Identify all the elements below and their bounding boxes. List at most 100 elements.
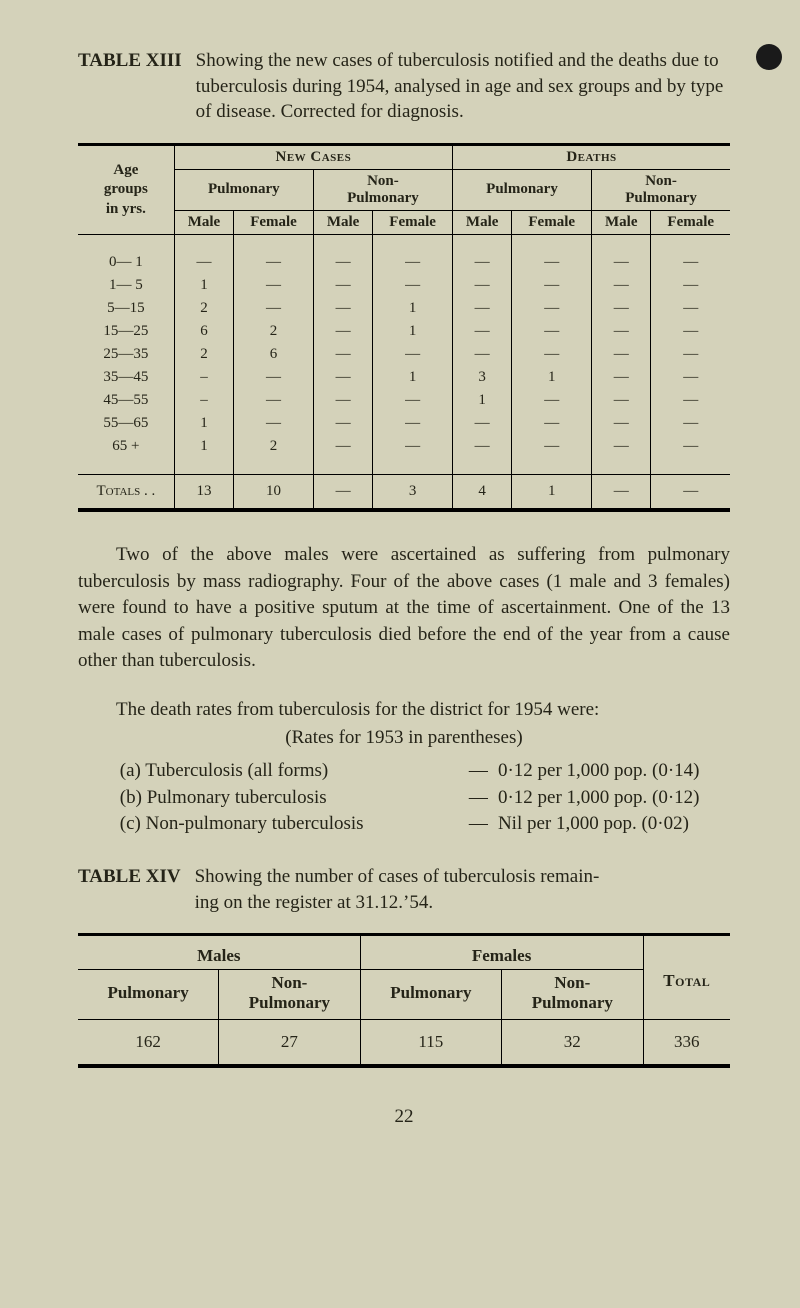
row-label: 0— 1 [78, 251, 174, 274]
totals-label: Totals . . [78, 474, 174, 510]
cell: 6 [234, 343, 314, 366]
cell: — [592, 412, 651, 435]
row-label: 15—25 [78, 320, 174, 343]
table-row: 65 +12—————— [78, 435, 730, 458]
hdr-line: Age [113, 162, 138, 178]
males-header: Males [78, 935, 360, 970]
table-row: 35—45–——131—— [78, 366, 730, 389]
non-pulmonary-header: Non- Pulmonary [502, 970, 643, 1020]
dash-icon: — [459, 811, 498, 838]
cell: — [313, 343, 372, 366]
cell: — [313, 366, 372, 389]
cell: — [651, 412, 730, 435]
table-13-title: TABLE XIII Showing the new cases of tube… [78, 48, 730, 125]
cell: 1 [452, 389, 511, 412]
cell: — [592, 251, 651, 274]
cell: — [592, 366, 651, 389]
cell: — [234, 274, 314, 297]
cell: — [313, 320, 372, 343]
cell: — [512, 343, 592, 366]
rate-row: (a) Tuberculosis (all forms)—0·12 per 1,… [78, 758, 730, 785]
non-pulmonary-header: Non- Pulmonary [592, 169, 730, 210]
cell: — [512, 320, 592, 343]
female-header: Female [234, 210, 314, 234]
cell: — [592, 389, 651, 412]
body-paragraph: Two of the above males were ascertained … [78, 542, 730, 675]
cell: — [313, 412, 372, 435]
table-13: Age groups in yrs. New Cases Deaths Pulm… [78, 143, 730, 512]
female-header: Female [373, 210, 453, 234]
cell: — [651, 366, 730, 389]
cell: — [313, 474, 372, 510]
cell: — [592, 274, 651, 297]
cell: — [651, 435, 730, 458]
pulmonary-header: Pulmonary [78, 970, 219, 1020]
cell: — [373, 412, 453, 435]
cell: 2 [234, 435, 314, 458]
cell: 1 [512, 366, 592, 389]
table-row: 15—2562—1———— [78, 320, 730, 343]
row-label: 35—45 [78, 366, 174, 389]
cell: — [452, 320, 511, 343]
cell: 10 [234, 474, 314, 510]
male-header: Male [452, 210, 511, 234]
cell: 2 [174, 343, 233, 366]
row-label: 25—35 [78, 343, 174, 366]
cell: 336 [643, 1020, 730, 1067]
cell: 13 [174, 474, 233, 510]
total-header: Total [643, 935, 730, 1020]
rate-value: Nil per 1,000 pop. (0·02) [498, 811, 730, 838]
row-label: 45—55 [78, 389, 174, 412]
hdr-line: in yrs. [106, 201, 146, 217]
deaths-header: Deaths [452, 144, 730, 169]
cell: — [373, 274, 453, 297]
cell: — [651, 251, 730, 274]
cell: — [234, 389, 314, 412]
rates-subheader: (Rates for 1953 in parentheses) [78, 725, 730, 752]
females-header: Females [360, 935, 643, 970]
table-row: 5—152——1———— [78, 297, 730, 320]
male-header: Male [174, 210, 233, 234]
rate-row: (c) Non-pulmonary tuberculosis—Nil per 1… [78, 811, 730, 838]
cell: — [592, 320, 651, 343]
table-row: 0— 1———————— [78, 251, 730, 274]
cell: — [651, 274, 730, 297]
cell: 162 [78, 1020, 219, 1067]
cell: 115 [360, 1020, 501, 1067]
pulmonary-header: Pulmonary [360, 970, 501, 1020]
table-14-title: TABLE XIV Showing the number of cases of… [78, 864, 730, 915]
cell: — [234, 412, 314, 435]
cell: — [592, 297, 651, 320]
cell: 1 [373, 320, 453, 343]
cell: — [512, 251, 592, 274]
totals-row: Totals . .1310—341—— [78, 474, 730, 510]
table-row: 162 27 115 32 336 [78, 1020, 730, 1067]
cell: — [174, 251, 233, 274]
pulmonary-header: Pulmonary [174, 169, 313, 210]
rate-label: (b) Pulmonary tuberculosis [78, 785, 459, 812]
cell: — [373, 251, 453, 274]
cell: 3 [452, 366, 511, 389]
cell: — [234, 297, 314, 320]
cell: — [592, 343, 651, 366]
cell: — [234, 251, 314, 274]
cell: — [313, 251, 372, 274]
cell: — [651, 389, 730, 412]
cell: 1 [174, 412, 233, 435]
cell: 32 [502, 1020, 643, 1067]
punch-hole-icon [756, 44, 782, 70]
hdr-line: groups [104, 181, 148, 197]
cell: – [174, 366, 233, 389]
table-row: 25—3526—————— [78, 343, 730, 366]
cell: 2 [234, 320, 314, 343]
cell: — [313, 274, 372, 297]
table-14-label: TABLE XIV [78, 864, 181, 890]
table-13-block: TABLE XIII Showing the new cases of tube… [78, 48, 730, 512]
non-pulmonary-header: Non- Pulmonary [219, 970, 360, 1020]
cell: 1 [373, 366, 453, 389]
dash-icon: — [459, 785, 498, 812]
row-label: 65 + [78, 435, 174, 458]
cell: — [313, 435, 372, 458]
cell: 1 [174, 274, 233, 297]
table-14-block: TABLE XIV Showing the number of cases of… [78, 864, 730, 1068]
